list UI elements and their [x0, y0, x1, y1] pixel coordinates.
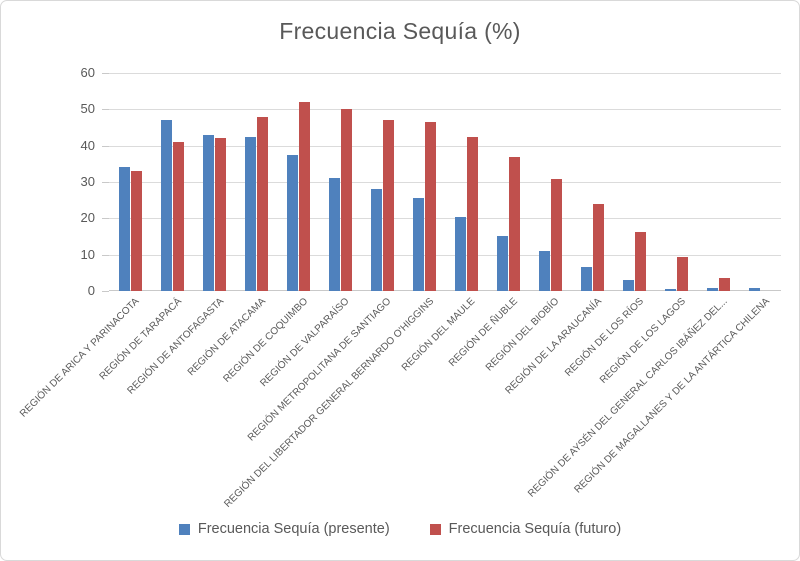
y-tick-label: 50 [80, 101, 95, 117]
y-axis-tick [102, 109, 109, 111]
x-axis-label: REGIÓN DEL LIBERTADOR GENERAL BERNARDO O… [221, 296, 436, 510]
x-axis-label: REGIÓN DE AYSÉN DEL GENERAL CARLOS IBÁÑE… [526, 296, 730, 500]
x-axis-label: REGIÓN DE ATACAMA [185, 296, 268, 379]
y-axis-tick [102, 145, 109, 147]
bar-presente [538, 251, 550, 291]
gridline [109, 109, 781, 111]
bar-presente [118, 167, 130, 291]
y-tick-label: 20 [80, 210, 95, 226]
bar-futuro [634, 232, 646, 291]
bar-futuro [508, 156, 520, 291]
bar-futuro [382, 120, 394, 291]
gridline [109, 182, 781, 183]
legend-label-presente: Frecuencia Sequía (presente) [197, 521, 390, 537]
x-axis-label: REGIÓN DE MAGALLANES Y DE LA ANTÁRTICA C… [572, 296, 772, 496]
bar-presente [244, 136, 256, 291]
legend-label-futuro: Frecuencia Sequía (futuro) [448, 521, 622, 537]
gridline [109, 145, 781, 147]
bar-presente [370, 189, 382, 291]
y-tick-label: 0 [87, 283, 95, 298]
bar-presente [580, 267, 592, 291]
x-axis-label: REGIÓN DE LOS RÍOS [562, 296, 646, 379]
gridline [109, 254, 781, 256]
bar-presente [412, 198, 424, 291]
bar-futuro [130, 171, 142, 291]
bar-presente [496, 235, 508, 291]
bar-futuro [340, 109, 352, 291]
legend: Frecuencia Sequía (presente) Frecuencia … [1, 520, 799, 538]
y-axis-tick [102, 182, 109, 183]
bar-futuro [676, 257, 688, 291]
gridline [109, 218, 781, 220]
bar-futuro [718, 278, 730, 291]
bar-presente [160, 120, 172, 291]
bar-futuro [298, 102, 310, 291]
y-axis-tick [102, 73, 109, 74]
bar-presente [748, 288, 760, 291]
x-axis-label: REGIÓN DE TARAPACÁ [97, 296, 184, 383]
bar-futuro [466, 136, 478, 291]
bar-futuro [214, 138, 226, 291]
x-axis-label: REGIÓN DEL BIOBÍO [484, 296, 562, 374]
x-axis-label: REGIÓN DE LOS LAGOS [597, 296, 688, 386]
bar-presente [202, 134, 214, 291]
bar-presente [286, 154, 298, 291]
gridline [109, 73, 781, 74]
legend-item-futuro: Frecuencia Sequía (futuro) [429, 520, 622, 538]
x-axis-line [109, 290, 781, 291]
bar-presente [706, 288, 718, 291]
legend-swatch-presente [178, 523, 190, 535]
y-tick-label: 60 [80, 65, 95, 80]
plot-area: 0 10 20 30 40 50 60 REGIÓN DE ARICA Y PARINACOT… [18, 65, 781, 510]
chart-title: Frecuencia Sequía (%) [279, 18, 521, 44]
bar-futuro [424, 122, 436, 291]
bar-futuro [256, 116, 268, 291]
bar-futuro [592, 203, 604, 291]
bar-presente [454, 217, 466, 291]
legend-item-presente: Frecuencia Sequía (presente) [178, 520, 390, 538]
y-axis-tick [102, 254, 109, 256]
y-tick-label: 10 [80, 246, 95, 262]
legend-swatch-futuro [429, 523, 441, 535]
bar-presente [664, 289, 676, 291]
x-axis-label: REGIÓN DE COQUIMBO [221, 296, 310, 385]
y-tick-label: 30 [80, 174, 95, 189]
bar-presente [622, 280, 634, 291]
bar-futuro [172, 142, 184, 291]
y-axis-tick [102, 218, 109, 220]
bar-presente [328, 178, 340, 291]
bar-futuro [550, 179, 562, 291]
y-axis-tick [102, 291, 109, 292]
y-tick-label: 40 [80, 137, 95, 153]
x-axis-label: REGIÓN DEL MAULE [400, 296, 478, 374]
